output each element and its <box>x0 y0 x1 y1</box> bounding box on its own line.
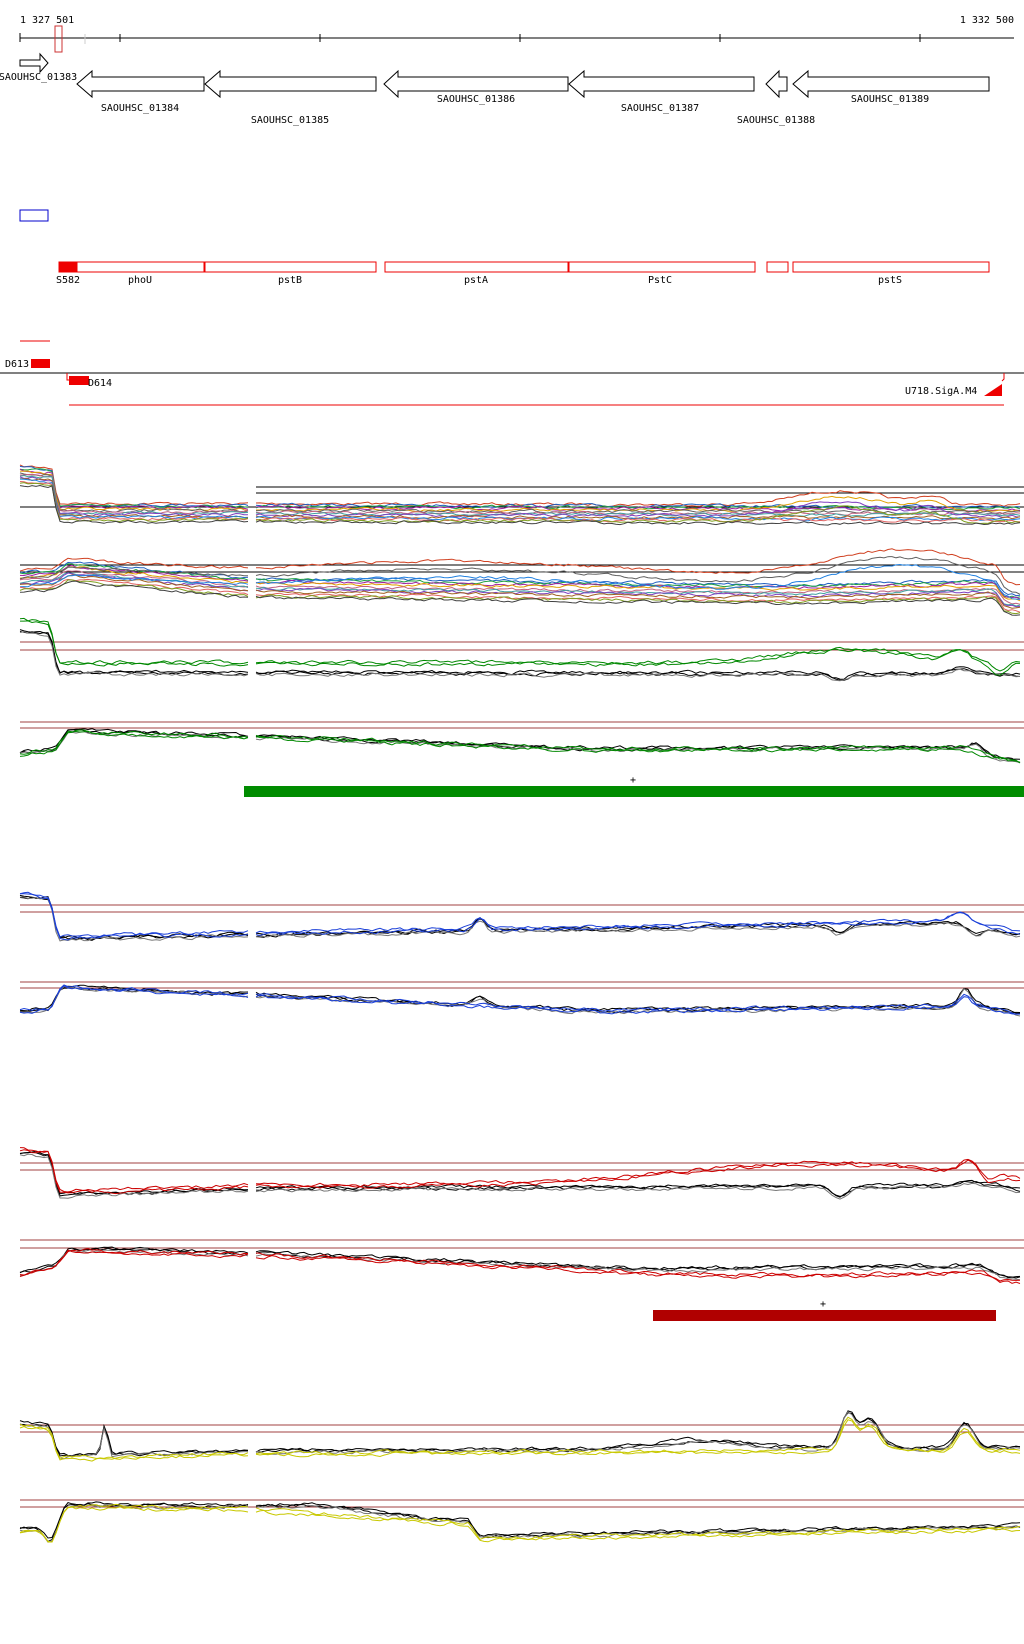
annotation-pstA[interactable] <box>384 261 569 273</box>
gene-arrow-SAOUHSC_01384[interactable] <box>76 69 205 99</box>
annotation-label-pstA: pstA <box>464 275 488 286</box>
tu-U718-triangle[interactable] <box>984 384 1002 396</box>
annotation-PstC[interactable] <box>568 261 756 273</box>
overview-upper-trace-4 <box>19 470 1021 513</box>
overview-upper-trace-13 <box>19 484 1021 526</box>
gene-label-SAOUHSC_01384: SAOUHSC_01384 <box>101 103 179 114</box>
tu-label-U718: U718.SigA.M4 <box>905 386 977 397</box>
yellow-upper-colored-2 <box>19 1419 1021 1462</box>
blue-upper-colored-2 <box>20 893 1021 941</box>
annotation-label-pstB: pstB <box>278 275 302 286</box>
annotation-S582[interactable] <box>58 261 78 273</box>
gene-label-SAOUHSC_01383: SAOUHSC_01383 <box>0 72 77 83</box>
red-upper-colored-2 <box>19 1149 1021 1195</box>
gene-track: SAOUHSC_01383 SAOUHSC_01384 SAOUHSC_0138… <box>0 52 990 126</box>
blue-feature-box[interactable] <box>19 209 49 222</box>
blue-lower-black-2 <box>19 986 1021 1017</box>
transcription-unit-track: D613 D614 U718.SigA.M4 <box>0 340 1024 406</box>
green-lower-black-0 <box>19 728 1021 760</box>
tu-D614-block[interactable] <box>69 376 89 385</box>
gene-arrow-SAOUHSC_01386[interactable] <box>383 69 569 99</box>
green-upper-colored-2 <box>20 620 1021 676</box>
annotation-pstS[interactable] <box>792 261 990 273</box>
green-significance-bar[interactable] <box>244 786 1024 797</box>
overview-upper-trace-10 <box>19 478 1021 522</box>
yellow-lower-colored-2 <box>19 1506 1021 1543</box>
coordinate-ruler: 1 327 501 1 332 500 <box>19 15 1014 53</box>
yellow-lower-black-1 <box>19 1502 1021 1543</box>
blue-upper-black-2 <box>19 896 1021 942</box>
blue-upper-colored-1 <box>19 891 1021 938</box>
gene-label-SAOUHSC_01387: SAOUHSC_01387 <box>621 103 699 114</box>
gene-arrow-SAOUHSC_01388[interactable] <box>765 69 788 99</box>
gene-arrow-SAOUHSC_01383[interactable] <box>19 52 49 74</box>
blue-upper-black-1 <box>19 896 1021 941</box>
gene-label-SAOUHSC_01386: SAOUHSC_01386 <box>437 94 515 105</box>
green-upper-black-0 <box>19 629 1021 680</box>
gene-arrow-SAOUHSC_01387[interactable] <box>568 69 755 99</box>
tu-U718-bracket <box>1001 373 1005 382</box>
green-lower-colored-1 <box>19 729 1021 764</box>
gene-label-SAOUHSC_01389: SAOUHSC_01389 <box>851 94 929 105</box>
red-significance-bar[interactable] <box>653 1310 996 1321</box>
overview-lower-trace-5 <box>19 556 1021 595</box>
annotation-unlabeled[interactable] <box>766 261 789 273</box>
green-lower-colored-2 <box>19 730 1021 763</box>
expression-profiles <box>19 464 1024 1543</box>
tu-label-D613: D613 <box>5 359 29 370</box>
yellow-upper-colored-1 <box>19 1416 1021 1460</box>
overview-lower-trace-0 <box>19 548 1021 586</box>
red-lower-colored-2 <box>19 1249 1021 1284</box>
tu-label-D614: D614 <box>88 378 112 389</box>
annotation-label-phoU: phoU <box>128 275 152 286</box>
green-upper-colored-1 <box>19 617 1021 672</box>
blue-lower-colored-1 <box>19 984 1020 1015</box>
gene-arrow-SAOUHSC_01389[interactable] <box>792 69 990 99</box>
gene-name-track: S582 phoU pstB pstA PstC pstS <box>56 261 990 286</box>
green-upper-black-1 <box>19 631 1021 681</box>
green-significance-marker: + <box>630 775 636 786</box>
overview-upper-trace-8 <box>19 476 1021 519</box>
annotation-label-PstC: PstC <box>648 275 672 286</box>
annotation-label-S582: S582 <box>56 275 80 286</box>
red-upper-colored-1 <box>19 1147 1021 1193</box>
overview-lower-trace-13 <box>19 580 1021 616</box>
annotation-label-pstS: pstS <box>878 275 902 286</box>
gene-label-SAOUHSC_01385: SAOUHSC_01385 <box>251 115 329 126</box>
yellow-lower-black-2 <box>19 1503 1021 1543</box>
overview-lower-trace-10 <box>19 563 1021 600</box>
red-significance-marker: + <box>820 1299 826 1310</box>
red-lower-black-0 <box>19 1246 1021 1279</box>
gene-arrow-SAOUHSC_01385[interactable] <box>204 69 377 99</box>
overview-lower-trace-11 <box>19 578 1021 613</box>
position-highlight-box[interactable] <box>54 25 63 53</box>
tu-D613-block[interactable] <box>31 359 50 368</box>
gene-label-SAOUHSC_01388: SAOUHSC_01388 <box>737 115 815 126</box>
green-upper-black-2 <box>19 631 1021 682</box>
annotation-pstB[interactable] <box>204 261 377 273</box>
red-upper-black-2 <box>19 1153 1021 1200</box>
start-coordinate-label: 1 327 501 <box>20 15 74 26</box>
end-coordinate-label: 1 332 500 <box>960 15 1014 26</box>
blue-lower-colored-2 <box>19 985 1021 1015</box>
annotation-phoU[interactable] <box>76 261 205 273</box>
blue-upper-black-0 <box>19 894 1021 940</box>
